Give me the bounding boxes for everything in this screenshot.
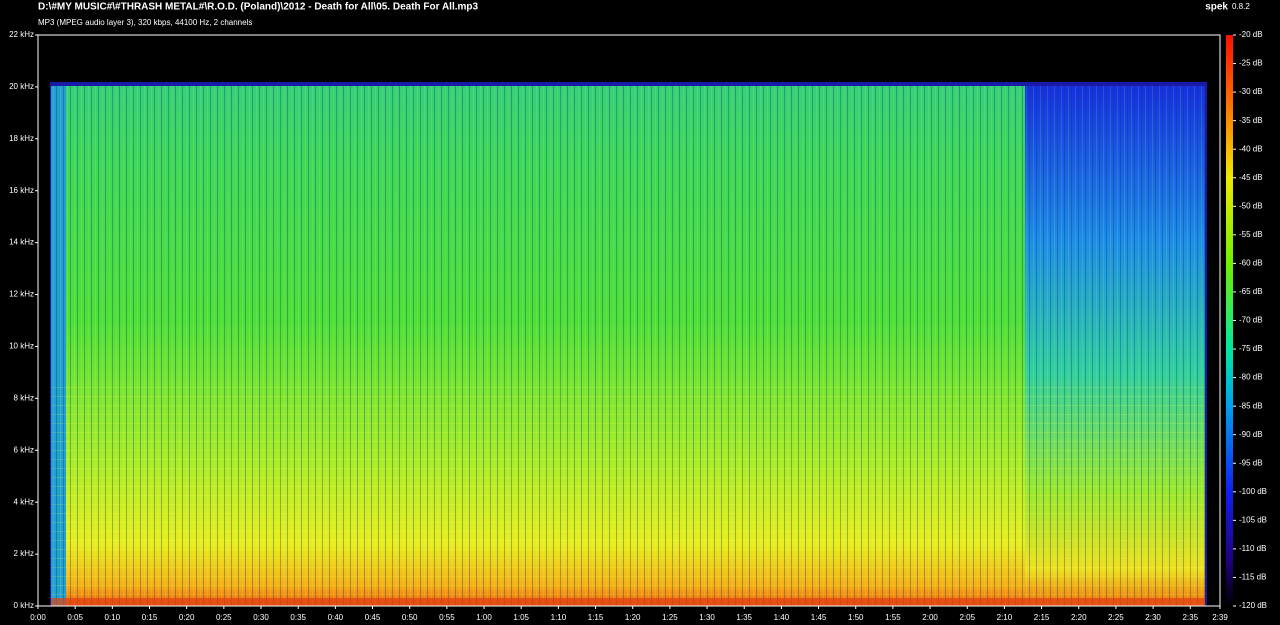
x-tick-label: 1:00 (476, 613, 492, 622)
colorbar-tick-label: -50 dB (1239, 201, 1263, 210)
x-tick-label: 2:30 (1145, 613, 1161, 622)
x-tick-label: 2:25 (1108, 613, 1124, 622)
colorbar-tick-label: -65 dB (1239, 287, 1263, 296)
colorbar-tick-label: -60 dB (1239, 259, 1263, 268)
x-tick-label: 0:25 (216, 613, 232, 622)
app-version: 0.8.2 (1232, 2, 1250, 11)
y-tick-label: 8 kHz (14, 393, 34, 402)
y-tick-label: 18 kHz (9, 134, 34, 143)
x-tick-label: 1:50 (848, 613, 864, 622)
x-tick-label: 0:45 (365, 613, 381, 622)
x-tick-label: 2:15 (1034, 613, 1050, 622)
color-bar (1226, 35, 1233, 606)
colorbar-tick-label: -45 dB (1239, 173, 1263, 182)
colorbar-tick-label: -95 dB (1239, 458, 1263, 467)
y-tick-label: 6 kHz (14, 445, 34, 454)
x-tick-label: 2:20 (1071, 613, 1087, 622)
colorbar-tick-label: -110 dB (1239, 544, 1266, 553)
y-tick-label: 2 kHz (14, 549, 34, 558)
colorbar-tick-label: -85 dB (1239, 401, 1263, 410)
colorbar-tick-label: -75 dB (1239, 344, 1263, 353)
x-tick-label: 0:05 (67, 613, 83, 622)
file-info: MP3 (MPEG audio layer 3), 320 kbps, 4410… (38, 18, 252, 27)
x-tick-label: 1:05 (513, 613, 529, 622)
x-tick-label: 0:35 (290, 613, 306, 622)
y-tick-label: 4 kHz (14, 497, 34, 506)
x-tick-label: 1:25 (662, 613, 678, 622)
colorbar-tick-label: -105 dB (1239, 515, 1267, 524)
y-tick-label: 20 kHz (9, 82, 34, 91)
y-tick-label: 0 kHz (14, 601, 34, 610)
x-tick-label: 0:50 (402, 613, 418, 622)
colorbar-tick-label: -35 dB (1239, 116, 1263, 125)
x-tick-label: 2:39 (1212, 613, 1228, 622)
x-tick-label: 0:20 (179, 613, 195, 622)
colorbar-tick-label: -90 dB (1239, 430, 1263, 439)
colorbar-tick-label: -25 dB (1239, 59, 1263, 68)
y-tick-label: 12 kHz (9, 290, 34, 299)
x-tick-label: 1:30 (699, 613, 715, 622)
x-tick-label: 2:35 (1182, 613, 1198, 622)
x-tick-label: 1:40 (774, 613, 790, 622)
y-tick-label: 22 kHz (9, 30, 34, 39)
x-tick-label: 2:00 (922, 613, 938, 622)
y-tick-label: 16 kHz (9, 186, 34, 195)
x-tick-label: 0:00 (30, 613, 46, 622)
colorbar-tick-label: -115 dB (1239, 573, 1266, 582)
colorbar-tick-label: -80 dB (1239, 373, 1263, 382)
colorbar-tick-label: -40 dB (1239, 144, 1263, 153)
colorbar-tick-label: -120 dB (1239, 601, 1267, 610)
file-path: D:\#MY MUSIC#\#THRASH METAL#\R.O.D. (Pol… (38, 2, 479, 13)
x-tick-label: 1:55 (885, 613, 901, 622)
x-tick-label: 0:30 (253, 613, 269, 622)
x-tick-label: 1:15 (588, 613, 604, 622)
colorbar-tick-label: -55 dB (1239, 230, 1263, 239)
plot-frame (37, 34, 1221, 607)
colorbar-tick-label: -100 dB (1239, 487, 1267, 496)
y-tick-label: 14 kHz (9, 238, 34, 247)
y-tick-label: 10 kHz (9, 342, 34, 351)
spectrogram-image (38, 35, 1220, 606)
x-tick-label: 2:10 (997, 613, 1013, 622)
x-tick-label: 1:45 (811, 613, 827, 622)
x-tick-label: 2:05 (959, 613, 975, 622)
x-tick-label: 1:20 (625, 613, 641, 622)
x-tick-label: 1:35 (736, 613, 752, 622)
colorbar-tick-label: -70 dB (1239, 316, 1263, 325)
x-tick-label: 0:15 (142, 613, 158, 622)
x-tick-label: 1:10 (551, 613, 567, 622)
x-tick-label: 0:55 (439, 613, 455, 622)
app-name: spek (1205, 2, 1228, 13)
x-tick-label: 0:40 (328, 613, 344, 622)
colorbar-tick-label: -30 dB (1239, 87, 1263, 96)
x-tick-label: 0:10 (105, 613, 121, 622)
colorbar-tick-label: -20 dB (1239, 30, 1263, 39)
